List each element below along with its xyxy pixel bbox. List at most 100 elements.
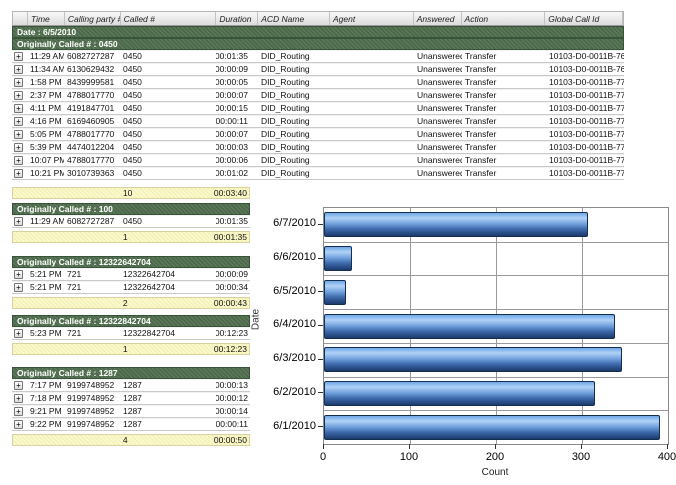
cell-duration: 00:00:34 <box>216 282 248 292</box>
y-tick-label: 6/3/2010 <box>273 352 316 364</box>
cell-global: 10103-D0-0011B-773 <box>549 116 624 126</box>
expand-cell: + <box>12 216 27 227</box>
horizontal-gridline <box>324 275 668 276</box>
cell-called: 0450 <box>123 90 142 100</box>
expand-cell: + <box>12 77 27 88</box>
cell-time: 11:34 AM <box>30 64 64 74</box>
cell-acd: DID_Routing <box>261 77 310 87</box>
expand-icon[interactable]: + <box>14 420 23 429</box>
y-tick-label: 6/4/2010 <box>273 318 316 330</box>
cell-time: 5:21 PM <box>30 282 62 292</box>
cell-time: 5:05 PM <box>30 129 62 139</box>
y-tick-mark <box>318 359 323 360</box>
column-header-time[interactable]: Time <box>28 12 65 25</box>
group-header-label: Originally Called # : 12322642704 <box>17 257 151 267</box>
x-tick-mark <box>495 444 496 449</box>
column-header-answered[interactable]: Answered <box>414 12 462 25</box>
cell-duration: 00:00:12 <box>216 393 248 403</box>
cell-answered: Unanswered <box>417 90 462 100</box>
expand-cell: + <box>12 393 27 404</box>
cell-time: 5:23 PM <box>30 328 62 338</box>
expand-icon[interactable]: + <box>14 156 23 165</box>
cell-time: 5:21 PM <box>30 269 62 279</box>
cell-global: 10103-D0-0011B-770 <box>549 77 624 87</box>
date-group-header: Date : 6/5/2010 <box>12 26 624 38</box>
expand-icon[interactable]: + <box>14 91 23 100</box>
expand-cell: + <box>12 282 27 293</box>
cell-calling: 6169460905 <box>67 116 115 126</box>
y-tick-label: 6/1/2010 <box>273 420 316 432</box>
x-tick-mark <box>409 444 410 449</box>
cell-duration: 00:00:07 <box>216 129 248 139</box>
x-axis-title: Count <box>481 467 509 478</box>
cell-called: 0450 <box>123 51 142 61</box>
cell-time: 4:11 PM <box>30 103 62 113</box>
cell-calling: 9199748952 <box>67 380 115 390</box>
chart-bar <box>324 280 346 305</box>
column-header-duration[interactable]: Duration <box>216 12 259 25</box>
y-tick-mark <box>318 224 323 225</box>
expand-icon[interactable]: + <box>14 104 23 113</box>
expand-icon[interactable]: + <box>14 65 23 74</box>
cell-duration: 00:00:09 <box>216 269 248 279</box>
table-row: +5:23 PM 721 12322842704 00:12:23 <box>12 327 250 340</box>
summary-total-duration: 00:01:35 <box>213 232 247 242</box>
group-header: Originally Called # : 0450 <box>12 38 624 50</box>
cell-acd: DID_Routing <box>261 155 310 165</box>
expand-icon[interactable]: + <box>14 78 23 87</box>
table-row: +5:21 PM 721 12322642704 00:00:09 <box>12 268 250 281</box>
expand-cell: + <box>12 155 27 166</box>
expand-icon[interactable]: + <box>14 217 23 226</box>
cell-time: 11:29 AM <box>30 216 64 226</box>
table-row: +5:21 PM 721 12322642704 00:00:34 <box>12 281 250 294</box>
expand-icon[interactable]: + <box>14 283 23 292</box>
cell-time: 1:58 PM <box>30 77 62 87</box>
table-row: +4:16 PM 6169460905 0450 00:00:11 DID_Routin… <box>12 115 624 128</box>
expand-icon[interactable]: + <box>14 143 23 152</box>
column-header-agent[interactable]: Agent <box>330 12 414 25</box>
column-header-acd[interactable]: ACD Name <box>258 12 330 25</box>
cell-global: 10103-D0-0011B-771 <box>549 90 624 100</box>
expand-icon[interactable]: + <box>14 117 23 126</box>
group-table-12322642704: Originally Called # : 12322642704 +5:21 P… <box>12 256 250 309</box>
cell-action: Transfer <box>465 168 497 178</box>
expand-icon[interactable]: + <box>14 270 23 279</box>
cell-calling: 4191847701 <box>67 103 115 113</box>
expand-icon[interactable]: + <box>14 407 23 416</box>
cell-acd: DID_Routing <box>261 129 310 139</box>
expand-icon[interactable]: + <box>14 329 23 338</box>
cell-time: 2:37 PM <box>30 90 62 100</box>
expand-icon[interactable]: + <box>14 381 23 390</box>
column-header-called[interactable]: Called # <box>121 12 217 25</box>
column-header-action[interactable]: Action <box>462 12 546 25</box>
group-summary-row: 1 00:12:23 <box>12 343 250 355</box>
cell-global: 10103-D0-0011B-772 <box>549 103 624 113</box>
call-detail-table: Time Calling party # Called # Duration ACD N… <box>12 11 624 199</box>
table-row: +9:22 PM 9199748952 1287 00:00:11 <box>12 418 250 431</box>
cell-called: 0450 <box>123 142 142 152</box>
cell-agent <box>330 103 414 114</box>
column-header-global[interactable]: Global Call Id <box>545 12 623 25</box>
cell-calling: 721 <box>67 282 82 292</box>
group-header: Originally Called # : 100 <box>12 203 250 215</box>
expand-icon[interactable]: + <box>14 52 23 61</box>
x-tick-mark <box>323 444 324 449</box>
expand-icon[interactable]: + <box>14 130 23 139</box>
summary-total-duration: 00:12:23 <box>213 344 247 354</box>
cell-called: 0450 <box>123 129 142 139</box>
group-header-label: Originally Called # : 12322842704 <box>17 316 151 326</box>
expand-cell: + <box>12 142 27 153</box>
cell-duration: 00:12:23 <box>216 328 248 338</box>
column-header-calling[interactable]: Calling party # <box>65 12 121 25</box>
cell-agent <box>330 116 414 127</box>
column-header-expand[interactable] <box>13 12 28 25</box>
summary-count: 10 <box>122 188 133 198</box>
expand-cell: + <box>12 380 27 391</box>
summary-count: 2 <box>122 298 128 308</box>
expand-icon[interactable]: + <box>14 169 23 178</box>
horizontal-gridline <box>324 309 668 310</box>
table-row: +4:11 PM 4191847701 0450 00:00:15 DID_Routin… <box>12 102 624 115</box>
cell-called: 0450 <box>123 116 142 126</box>
cell-time: 10:07 PM <box>30 155 64 165</box>
expand-icon[interactable]: + <box>14 394 23 403</box>
